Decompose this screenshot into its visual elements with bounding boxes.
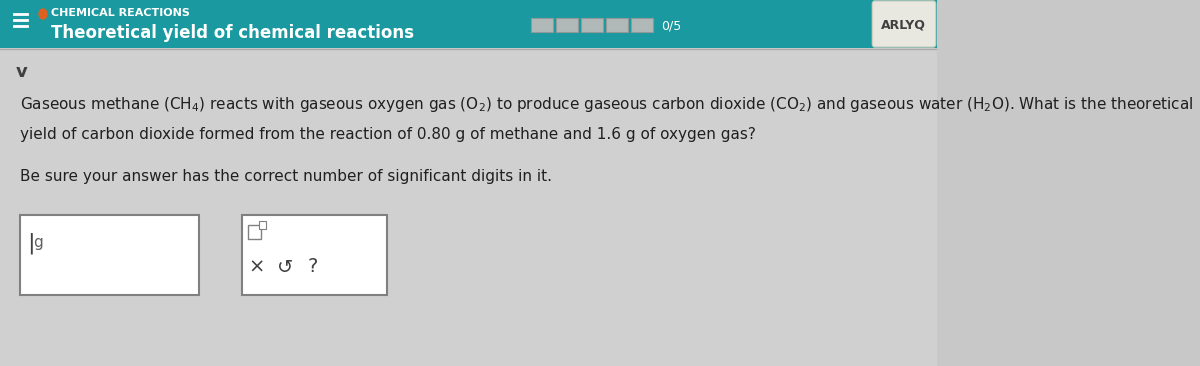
FancyBboxPatch shape xyxy=(248,225,260,239)
Text: g: g xyxy=(34,235,43,250)
FancyBboxPatch shape xyxy=(606,18,628,32)
Text: 0/5: 0/5 xyxy=(661,19,680,33)
Text: ↺: ↺ xyxy=(277,258,293,276)
Text: Gaseous methane $\left(\mathregular{CH_4}\right)$ reacts with gaseous oxygen gas: Gaseous methane $\left(\mathregular{CH_4… xyxy=(19,96,1193,115)
Text: ×: × xyxy=(248,258,264,276)
FancyBboxPatch shape xyxy=(872,1,936,47)
FancyBboxPatch shape xyxy=(19,215,199,295)
Circle shape xyxy=(40,9,47,19)
Text: Be sure your answer has the correct number of significant digits in it.: Be sure your answer has the correct numb… xyxy=(19,169,552,184)
Text: |: | xyxy=(28,232,35,254)
FancyBboxPatch shape xyxy=(242,215,386,295)
Text: ARLYQ: ARLYQ xyxy=(881,19,926,31)
FancyBboxPatch shape xyxy=(631,18,653,32)
FancyBboxPatch shape xyxy=(581,18,602,32)
FancyBboxPatch shape xyxy=(0,0,937,48)
FancyBboxPatch shape xyxy=(556,18,578,32)
Text: CHEMICAL REACTIONS: CHEMICAL REACTIONS xyxy=(50,8,190,18)
Text: ?: ? xyxy=(307,258,318,276)
FancyBboxPatch shape xyxy=(532,18,553,32)
FancyBboxPatch shape xyxy=(0,48,937,366)
Text: yield of carbon dioxide formed from the reaction of 0.80 g of methane and 1.6 g : yield of carbon dioxide formed from the … xyxy=(19,127,756,142)
FancyBboxPatch shape xyxy=(259,221,265,229)
Text: v: v xyxy=(16,63,28,81)
Text: Theoretical yield of chemical reactions: Theoretical yield of chemical reactions xyxy=(50,24,414,42)
